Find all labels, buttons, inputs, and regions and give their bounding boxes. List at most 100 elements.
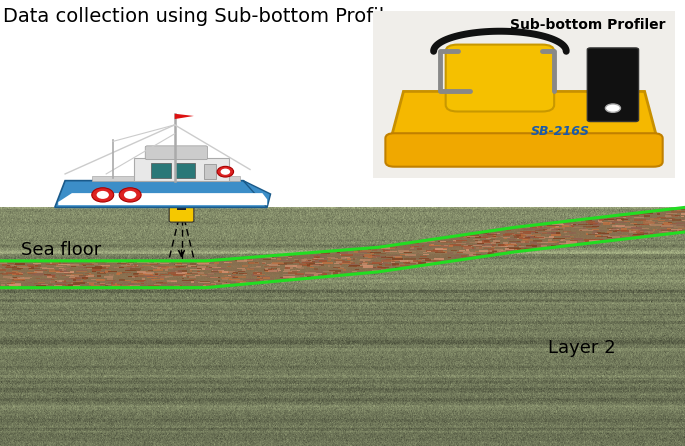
- Bar: [653, 218, 660, 219]
- Bar: [616, 217, 624, 219]
- Bar: [593, 222, 604, 223]
- Bar: [197, 271, 200, 272]
- Bar: [232, 273, 238, 274]
- Bar: [250, 267, 262, 268]
- Bar: [467, 237, 470, 238]
- Bar: [175, 163, 195, 178]
- Bar: [213, 285, 225, 287]
- Bar: [621, 219, 628, 220]
- Bar: [580, 229, 588, 231]
- Bar: [95, 269, 106, 270]
- Bar: [616, 217, 627, 218]
- Bar: [381, 267, 386, 268]
- Bar: [634, 223, 644, 224]
- Bar: [345, 258, 357, 259]
- Bar: [525, 237, 530, 238]
- Bar: [15, 286, 18, 288]
- Bar: [530, 242, 538, 244]
- Bar: [625, 226, 636, 227]
- Bar: [514, 251, 521, 252]
- Bar: [73, 267, 80, 268]
- Bar: [504, 238, 507, 239]
- Bar: [640, 234, 644, 235]
- Bar: [119, 279, 125, 281]
- Bar: [668, 214, 673, 216]
- Bar: [455, 245, 464, 246]
- Bar: [384, 260, 395, 262]
- Bar: [592, 232, 599, 234]
- Bar: [314, 264, 323, 266]
- Bar: [297, 265, 308, 266]
- Bar: [489, 253, 493, 255]
- Bar: [137, 271, 146, 273]
- Bar: [590, 223, 597, 225]
- Bar: [645, 222, 651, 223]
- Bar: [34, 283, 41, 284]
- Bar: [609, 229, 619, 231]
- Bar: [341, 257, 346, 259]
- Bar: [268, 269, 274, 271]
- Bar: [199, 264, 209, 265]
- Bar: [158, 266, 169, 268]
- Bar: [571, 238, 583, 239]
- Bar: [558, 234, 566, 235]
- Bar: [488, 249, 495, 251]
- Bar: [386, 252, 389, 253]
- Bar: [643, 221, 653, 222]
- Bar: [394, 260, 401, 261]
- Bar: [524, 229, 527, 230]
- Bar: [499, 246, 506, 248]
- Bar: [555, 226, 559, 228]
- Bar: [503, 243, 508, 244]
- Bar: [77, 265, 83, 266]
- Bar: [541, 245, 547, 248]
- Bar: [84, 286, 92, 289]
- Bar: [464, 234, 475, 235]
- Bar: [360, 259, 370, 260]
- Bar: [212, 267, 221, 268]
- Bar: [7, 265, 12, 266]
- Bar: [505, 244, 516, 245]
- Bar: [288, 272, 297, 274]
- Bar: [151, 263, 158, 264]
- Bar: [322, 275, 327, 276]
- Bar: [177, 207, 186, 210]
- Bar: [493, 236, 499, 237]
- Bar: [213, 270, 224, 271]
- Bar: [411, 246, 423, 248]
- Bar: [501, 246, 512, 247]
- Bar: [200, 281, 210, 283]
- Bar: [147, 262, 151, 264]
- Bar: [604, 219, 614, 220]
- Bar: [56, 266, 63, 267]
- Bar: [295, 260, 299, 262]
- Bar: [265, 272, 273, 273]
- Bar: [490, 250, 492, 252]
- Bar: [507, 247, 519, 249]
- Bar: [41, 284, 48, 285]
- Bar: [168, 286, 175, 287]
- Bar: [482, 240, 490, 243]
- Bar: [288, 276, 301, 277]
- Bar: [584, 219, 593, 221]
- Bar: [553, 239, 559, 240]
- Bar: [410, 256, 412, 257]
- Bar: [236, 259, 240, 261]
- Bar: [78, 267, 86, 268]
- Bar: [631, 230, 640, 231]
- Bar: [551, 232, 560, 234]
- Bar: [456, 254, 460, 256]
- Bar: [258, 264, 260, 267]
- Bar: [524, 234, 532, 236]
- Bar: [405, 261, 412, 263]
- Bar: [656, 229, 658, 231]
- Bar: [562, 225, 569, 227]
- Bar: [160, 274, 164, 275]
- Bar: [321, 273, 327, 275]
- Bar: [175, 266, 184, 267]
- Bar: [403, 251, 416, 252]
- Bar: [203, 266, 208, 267]
- Bar: [638, 219, 640, 220]
- Bar: [371, 253, 374, 254]
- Bar: [154, 261, 162, 263]
